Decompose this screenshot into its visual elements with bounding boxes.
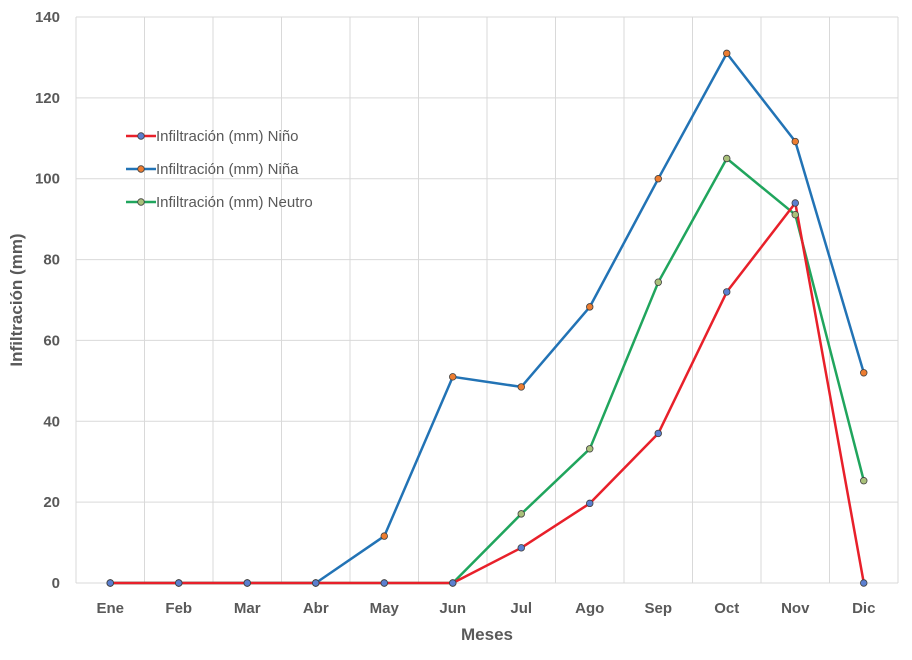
x-tick-label: Dic [852,600,875,617]
x-tick-label: Abr [303,600,329,617]
y-axis-title: Infiltración (mm) [7,233,26,366]
y-tick-label: 60 [43,332,60,349]
x-tick-labels: Ene Feb Mar Abr May Jun Jul Ago Sep Oct Nov Dic [96,600,875,617]
x-tick-label: Nov [781,600,810,617]
y-tick-label: 100 [35,171,60,188]
legend-label: Infiltración (mm) Neutro [156,194,313,211]
series-line [110,201,866,585]
x-tick-label: Ago [575,600,604,617]
data-point [175,579,183,587]
gridlines [75,16,899,584]
y-tick-label: 40 [43,413,60,430]
series-0 [110,201,866,585]
y-tick-label: 120 [35,90,60,107]
data-point [517,510,525,518]
data-point [449,579,457,587]
x-tick-label: May [370,600,400,617]
series-markers-0 [106,199,868,587]
data-point [449,373,457,381]
data-point [586,303,594,311]
data-point [243,579,251,587]
data-point [723,154,731,163]
legend-label: Infiltración (mm) Niña [156,161,299,178]
data-point [654,429,662,438]
legend-item: Infiltración (mm) Niño [126,128,299,145]
data-point [860,369,868,377]
x-tick-label: Ene [96,600,124,617]
x-tick-label: Mar [234,600,261,617]
data-point [654,278,662,286]
legend-item: Infiltración (mm) Niña [126,161,299,178]
data-point [517,383,525,391]
x-tick-label: Jun [439,600,466,617]
data-point [654,175,662,183]
data-point [586,499,594,508]
legend-marker [137,165,145,173]
x-tick-label: Feb [165,600,192,617]
data-point [517,544,525,552]
data-point [723,49,731,58]
legend-label: Infiltración (mm) Niño [156,128,299,145]
legend-item: Infiltración (mm) Neutro [126,194,313,211]
data-point [380,532,388,540]
data-point [380,579,388,587]
y-tick-label: 20 [43,494,60,511]
legend-marker [137,198,145,206]
data-point [791,210,799,219]
data-point [586,445,594,453]
data-point [791,199,799,207]
legend: Infiltración (mm) Niño Infiltración (mm) … [126,128,313,211]
data-point [106,579,114,587]
data-point [860,477,868,485]
data-point [791,137,799,146]
data-point [860,579,868,587]
y-tick-label: 140 [35,9,60,26]
y-tick-labels: 0 20 40 60 80 100 120 140 [35,9,60,592]
x-tick-label: Jul [510,600,532,617]
y-tick-label: 80 [43,252,60,269]
data-point [723,288,731,296]
legend-marker [137,132,145,140]
x-axis-title: Meses [461,625,513,644]
data-point [312,579,320,587]
x-tick-label: Sep [644,600,672,617]
x-tick-label: Oct [714,600,739,617]
y-tick-label: 0 [52,575,60,592]
data-series [106,49,868,587]
